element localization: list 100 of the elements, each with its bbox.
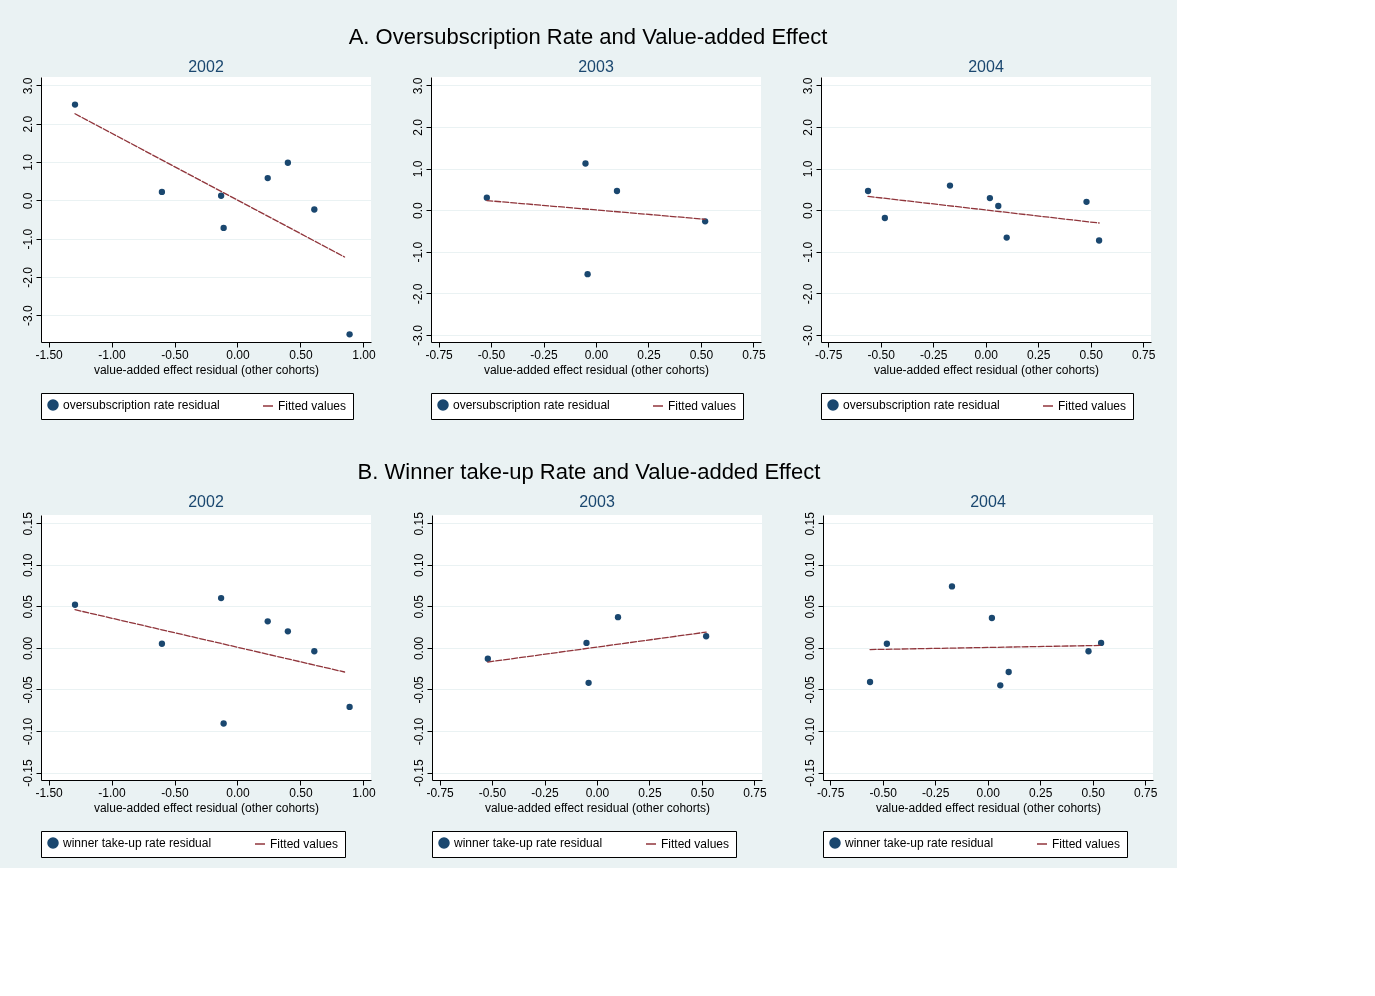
x-axis-title: value-added effect residual (other cohorts) <box>875 800 1102 815</box>
point <box>71 601 79 608</box>
point <box>881 214 889 222</box>
x-tick-label: 0.50 <box>690 785 715 800</box>
point <box>1003 234 1010 241</box>
y-tick-label: -0.15 <box>802 759 817 787</box>
point <box>585 679 592 686</box>
x-tick-label: -0.75 <box>426 785 455 800</box>
point <box>582 160 589 167</box>
point <box>284 159 292 166</box>
point <box>158 640 166 647</box>
x-tick-label: 0.00 <box>585 785 610 800</box>
point <box>264 174 271 182</box>
y-tick-label: -3.0 <box>410 324 425 346</box>
y-tick-label: 0.0 <box>410 201 425 219</box>
point <box>997 682 1004 689</box>
point <box>484 655 491 662</box>
legend-label: winner take-up rate residual <box>844 836 994 850</box>
point <box>883 640 891 647</box>
x-tick-label: -0.50 <box>161 785 190 800</box>
x-tick-label: 0.00 <box>226 785 250 800</box>
point <box>1095 237 1103 244</box>
x-axis-title: value-added effect residual (other cohorts) <box>93 800 320 815</box>
chart-title: 2002 <box>188 492 224 510</box>
legend-label: Fitted values <box>278 399 347 413</box>
y-tick-label: 0.10 <box>411 553 426 578</box>
x-tick-label: 0.00 <box>976 785 1001 800</box>
point <box>217 192 225 199</box>
point <box>948 583 956 590</box>
x-tick-label: -0.75 <box>816 785 845 800</box>
y-tick-label: 0.15 <box>802 511 817 536</box>
legend-label: Fitted values <box>661 837 730 851</box>
x-tick-label: 0.50 <box>289 785 313 800</box>
legend-label: oversubscription rate residual <box>843 398 1000 412</box>
point <box>1097 639 1105 647</box>
point <box>220 224 227 232</box>
point <box>220 720 227 727</box>
x-tick-label: -0.50 <box>867 347 896 362</box>
x-tick-label: 0.50 <box>1081 785 1106 800</box>
point <box>995 202 1002 210</box>
legend-label: Fitted values <box>1052 837 1121 851</box>
point <box>284 628 292 635</box>
x-tick-label: -1.50 <box>35 347 64 362</box>
x-tick-label: 0.00 <box>974 347 999 362</box>
legend-label: winner take-up rate residual <box>62 836 212 850</box>
x-tick-label: 0.75 <box>1134 785 1158 800</box>
x-tick-label: -0.50 <box>161 347 190 362</box>
x-axis-title: value-added effect residual (other cohorts) <box>93 362 320 377</box>
x-tick-label: -0.25 <box>919 347 948 362</box>
point <box>158 188 166 196</box>
legend-label: Fitted values <box>668 399 737 413</box>
x-tick-label: -1.50 <box>35 785 64 800</box>
y-tick-label: -1.0 <box>20 228 35 250</box>
legend-label: oversubscription rate residual <box>453 398 610 412</box>
x-tick-label: 0.50 <box>689 347 714 362</box>
point <box>584 271 591 278</box>
chart-title: 2004 <box>968 57 1004 75</box>
y-tick-label: 1.0 <box>800 160 815 178</box>
y-tick-label: -2.0 <box>800 283 815 305</box>
x-tick-label: 0.50 <box>1079 347 1104 362</box>
x-tick-label: -0.25 <box>921 785 950 800</box>
x-tick-label: 0.75 <box>1132 347 1156 362</box>
legend-label: winner take-up rate residual <box>453 836 603 850</box>
y-tick-label: -1.0 <box>410 241 425 263</box>
y-tick-label: 1.0 <box>20 153 35 171</box>
x-tick-label: 0.25 <box>637 347 661 362</box>
point <box>702 218 709 225</box>
x-tick-label: -1.00 <box>98 347 127 362</box>
y-tick-label: 0.15 <box>411 511 426 536</box>
x-tick-label: 0.25 <box>1029 785 1053 800</box>
x-tick-label: 0.00 <box>584 347 609 362</box>
x-tick-label: -0.75 <box>425 347 454 362</box>
y-tick-label: -0.05 <box>20 675 35 704</box>
y-tick-label: 0.05 <box>411 594 426 619</box>
x-tick-label: -0.25 <box>530 347 559 362</box>
y-tick-label: -2.0 <box>20 266 35 288</box>
point <box>1005 668 1012 676</box>
legend-label: Fitted values <box>270 837 339 851</box>
x-tick-label: -0.75 <box>814 347 843 362</box>
point <box>614 614 622 621</box>
x-tick-label: 0.75 <box>743 785 767 800</box>
x-tick-label: 0.00 <box>226 347 250 362</box>
y-tick-label: 0.05 <box>20 594 35 619</box>
point <box>583 639 590 647</box>
y-tick-label: -0.10 <box>20 717 35 746</box>
y-tick-label: -2.0 <box>410 283 425 305</box>
point <box>613 187 621 195</box>
x-tick-label: 1.00 <box>352 347 376 362</box>
x-tick-label: 0.50 <box>289 347 313 362</box>
y-tick-label: -0.15 <box>20 759 35 787</box>
x-tick-label: 1.00 <box>352 785 376 800</box>
point <box>264 618 271 625</box>
x-tick-label: 0.25 <box>1027 347 1051 362</box>
y-tick-label: -3.0 <box>800 324 815 346</box>
chart-title: 2003 <box>579 492 615 510</box>
y-tick-label: 3.0 <box>20 77 35 95</box>
x-axis-title: value-added effect residual (other cohorts) <box>873 362 1100 377</box>
y-tick-label: -1.0 <box>800 241 815 263</box>
legend-label: Fitted values <box>1058 399 1127 413</box>
y-tick-label: -3.0 <box>20 305 35 327</box>
